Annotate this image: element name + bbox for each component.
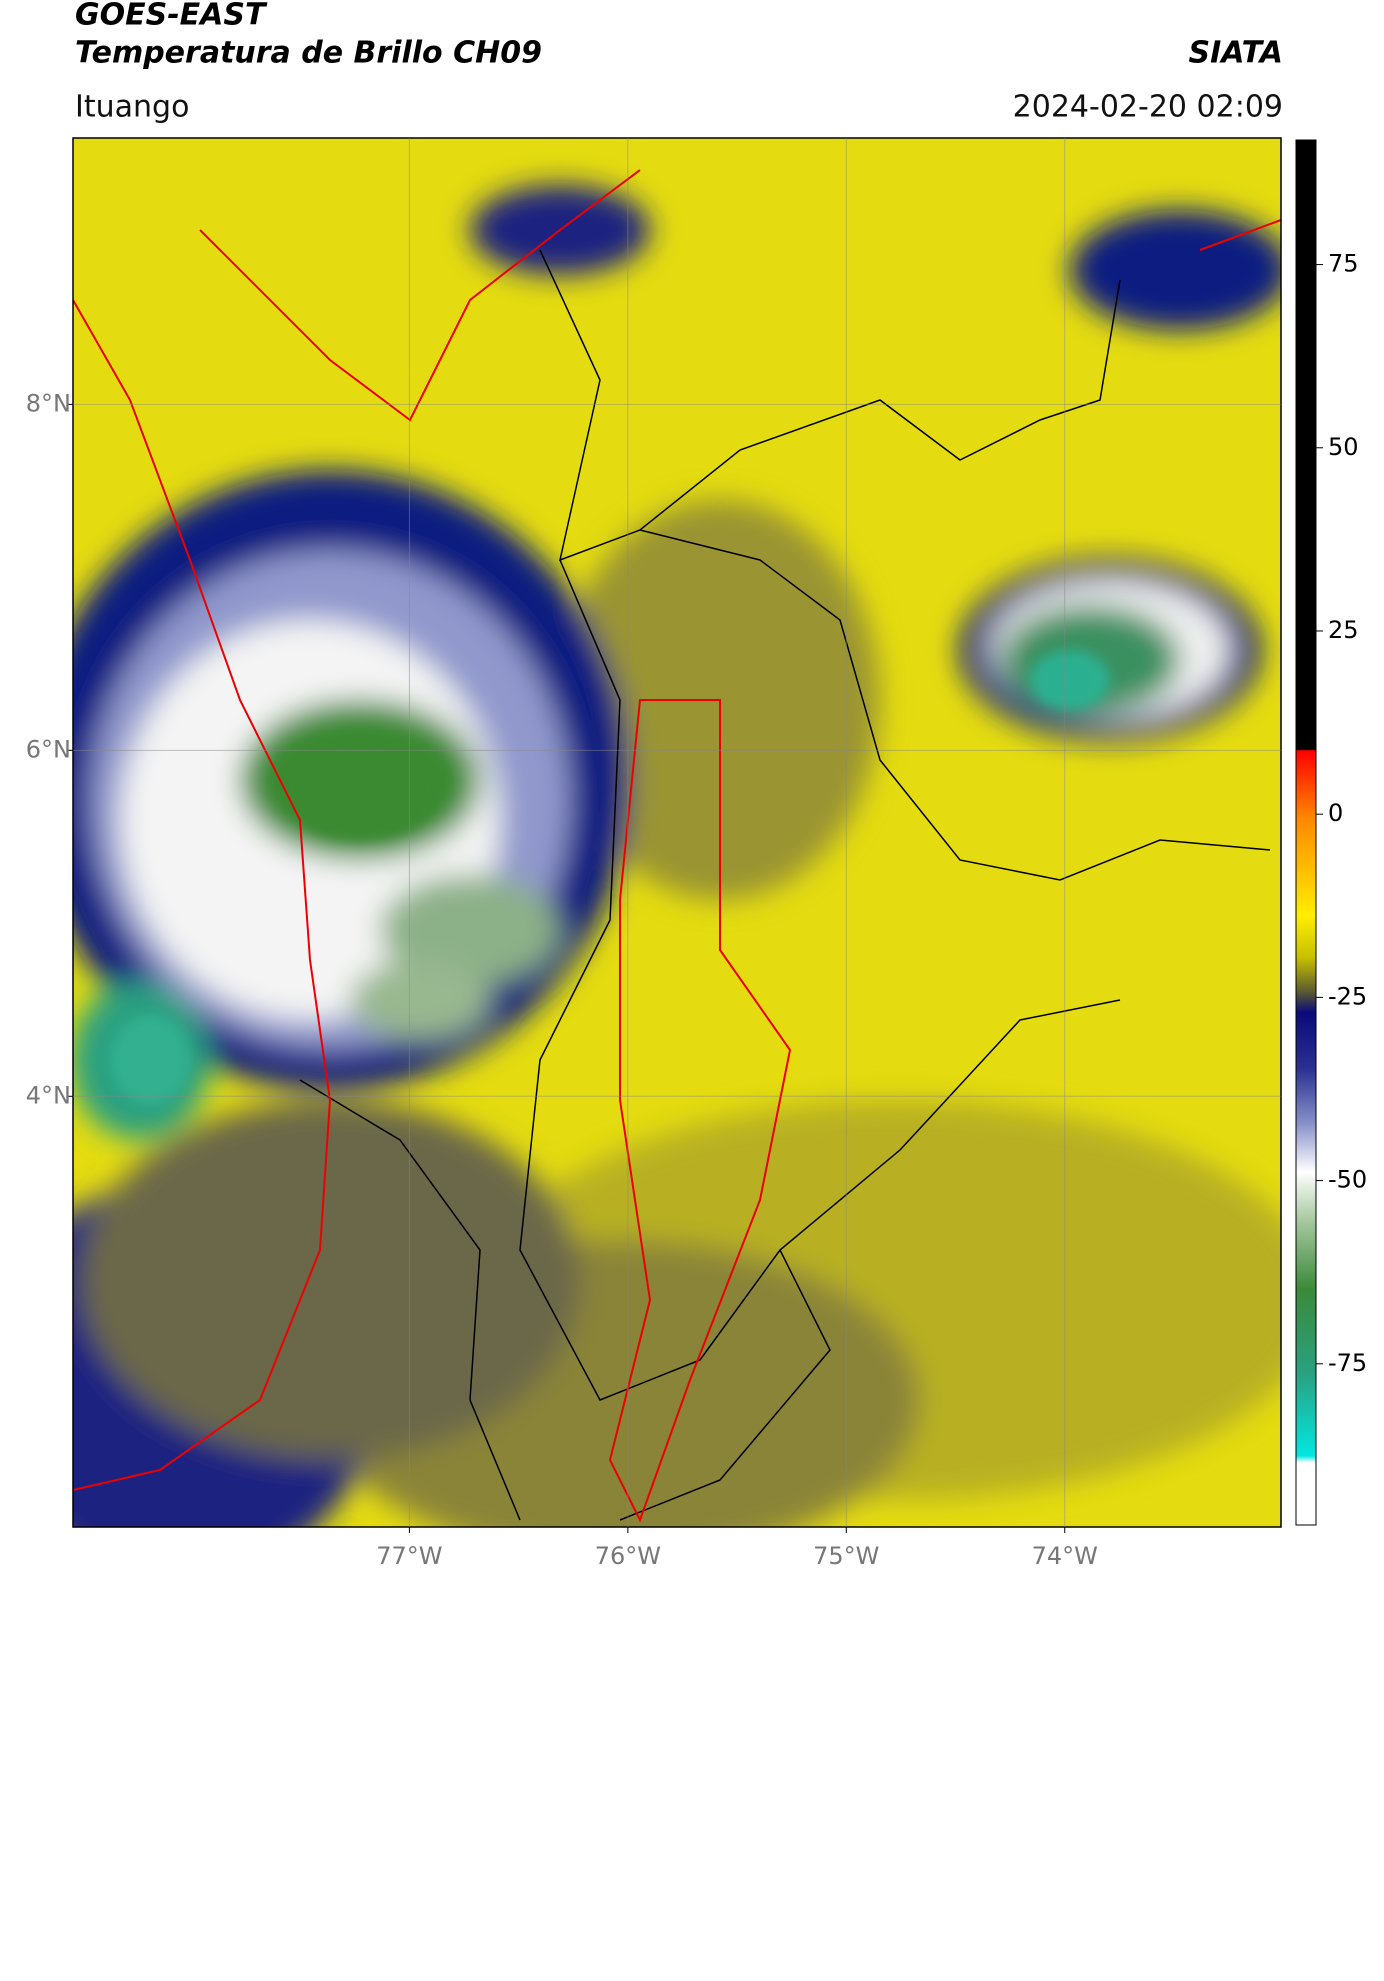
map-image [73,138,1281,1527]
colorbar-tick-label: 0 [1328,799,1343,827]
datetime: 2024-02-20 02:09 [1013,90,1283,125]
colorbar-tick-label: 75 [1328,250,1359,278]
location: Ituango [75,90,189,125]
colorbar-tick-label: -75 [1328,1349,1367,1377]
x-tick-label: 76°W [595,1542,661,1570]
title: GOES-EAST [75,0,268,33]
y-tick-label: 6°N [26,735,71,763]
x-tick-label: 74°W [1032,1542,1098,1570]
colorbar [1295,139,1317,1526]
colorbar-tick-label: -50 [1328,1166,1367,1194]
x-tick-label: 75°W [813,1542,879,1570]
colorbar-tick-label: 50 [1328,433,1359,461]
map-frame [72,137,1282,1528]
subtitle: Temperatura de Brillo CH09 [75,36,542,71]
colorbar-tick-label: 25 [1328,616,1359,644]
colorbar-tick-label: -25 [1328,982,1367,1010]
y-tick-label: 4°N [26,1081,71,1109]
x-tick-label: 77°W [376,1542,442,1570]
y-tick-label: 8°N [26,389,71,417]
source: SIATA [1189,36,1283,71]
